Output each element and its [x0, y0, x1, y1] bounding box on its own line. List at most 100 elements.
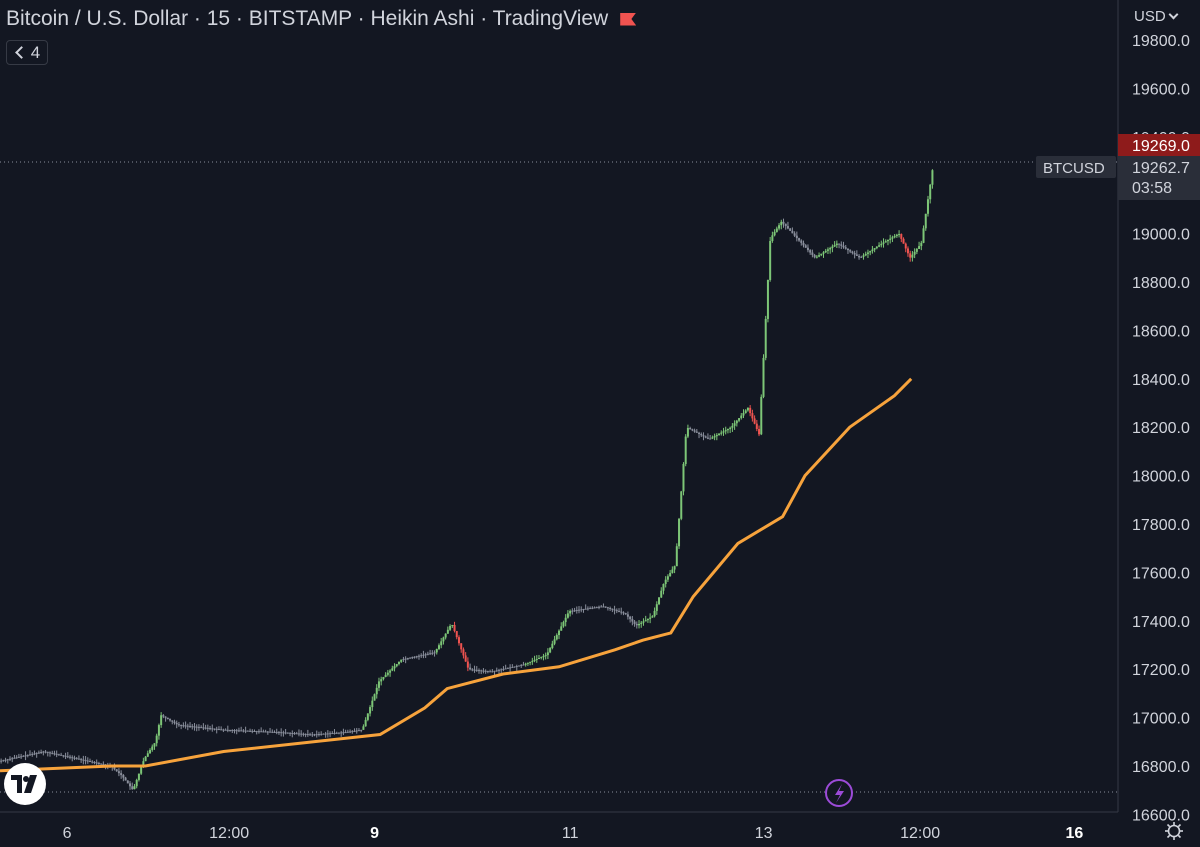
candle-body [786, 226, 789, 229]
candle-body [722, 431, 725, 433]
candle-body [580, 609, 583, 611]
candle-body [151, 746, 154, 750]
candle-body [77, 758, 80, 760]
time-tick-label: 6 [63, 825, 72, 842]
price-tick-label: 17000.0 [1132, 711, 1190, 728]
candle-body [804, 245, 807, 248]
candle-body [764, 318, 767, 358]
candle-body [502, 668, 505, 670]
candle-body [373, 694, 376, 701]
candle-body [386, 672, 389, 675]
candle-body [182, 725, 185, 727]
candle-body [609, 607, 612, 609]
candle-body [858, 255, 861, 258]
candle-body [771, 235, 774, 242]
candle-body [760, 396, 763, 435]
candle-body [544, 655, 547, 657]
candle-body [791, 230, 794, 234]
candle-body [853, 253, 856, 255]
candle-body [95, 762, 98, 764]
candle-body [113, 767, 116, 770]
candle-body [835, 243, 838, 246]
candle-body [235, 730, 238, 732]
chevron-down-icon [1168, 9, 1179, 19]
candle-body [724, 430, 727, 432]
candle-body [613, 609, 616, 611]
candle-body [606, 607, 609, 609]
candle-body [753, 418, 756, 424]
candle-body [440, 641, 443, 646]
candle-body [729, 427, 732, 429]
candle-body [642, 621, 645, 623]
price-tick-label: 17600.0 [1132, 565, 1190, 582]
candle-body [369, 707, 372, 714]
time-axis[interactable]: 6 12:00 9 11 13 12:00 16 [63, 825, 1084, 842]
candle-body [73, 757, 76, 759]
candle-body [35, 752, 38, 754]
candle-body [662, 583, 665, 591]
candle-body [846, 248, 849, 251]
candle-body [824, 250, 827, 253]
candle-body [626, 614, 629, 617]
candle-body [540, 657, 543, 659]
candle-body [589, 608, 592, 610]
candle-body [904, 243, 907, 249]
candle-body [666, 576, 669, 580]
candle-body [262, 731, 265, 733]
candle-body [524, 663, 527, 665]
candle-body [678, 518, 681, 547]
candle-body [115, 769, 118, 772]
candle-body [229, 729, 232, 731]
candle-body [533, 659, 536, 661]
candle-body [75, 758, 78, 760]
candle-body [320, 733, 323, 735]
candle-body [233, 730, 236, 732]
price-axis[interactable]: 19800.019600.019400.019200.019000.018800… [1132, 33, 1190, 824]
candle-body [300, 733, 303, 735]
candle-body [915, 248, 918, 252]
candle-body [53, 753, 56, 755]
time-tick-label: 16 [1065, 825, 1083, 842]
candle-body [586, 608, 589, 610]
candle-body [477, 670, 480, 672]
candle-body [598, 606, 601, 608]
candle-body [924, 213, 927, 229]
indicator-collapse-button[interactable]: 4 [6, 40, 48, 65]
gear-icon [1165, 822, 1183, 840]
candle-body [833, 245, 836, 247]
candle-body [62, 755, 65, 757]
candle-body [706, 437, 709, 439]
candle-body [813, 254, 816, 258]
settings-button[interactable] [1160, 818, 1188, 844]
candle-body [102, 763, 105, 765]
candle-body [542, 656, 545, 658]
candle-body [860, 256, 863, 258]
flag-icon[interactable] [620, 12, 637, 26]
candle-body [157, 725, 160, 736]
candle-body [255, 731, 258, 733]
candle-body [215, 728, 218, 730]
price-tick-label: 19000.0 [1132, 227, 1190, 244]
candle-body [164, 716, 167, 718]
candle-body [469, 667, 472, 670]
candle-body [371, 700, 374, 708]
candle-body [91, 761, 94, 763]
candle-body [329, 733, 332, 735]
candle-body [922, 228, 925, 243]
candle-body [673, 566, 676, 570]
candle-body [55, 753, 58, 755]
candle-body [718, 433, 721, 435]
candle-body [633, 621, 636, 624]
candle-body [591, 607, 594, 609]
candle-body [349, 731, 352, 733]
candle-body [22, 755, 25, 757]
candle-body [593, 607, 596, 609]
candle-body [0, 760, 3, 762]
currency-selector[interactable]: USD [1124, 4, 1200, 28]
tradingview-logo[interactable] [4, 763, 46, 805]
candle-body [393, 666, 396, 669]
symbol-label-badge [1036, 156, 1116, 178]
candle-body [129, 783, 132, 787]
candle-body [871, 249, 874, 252]
